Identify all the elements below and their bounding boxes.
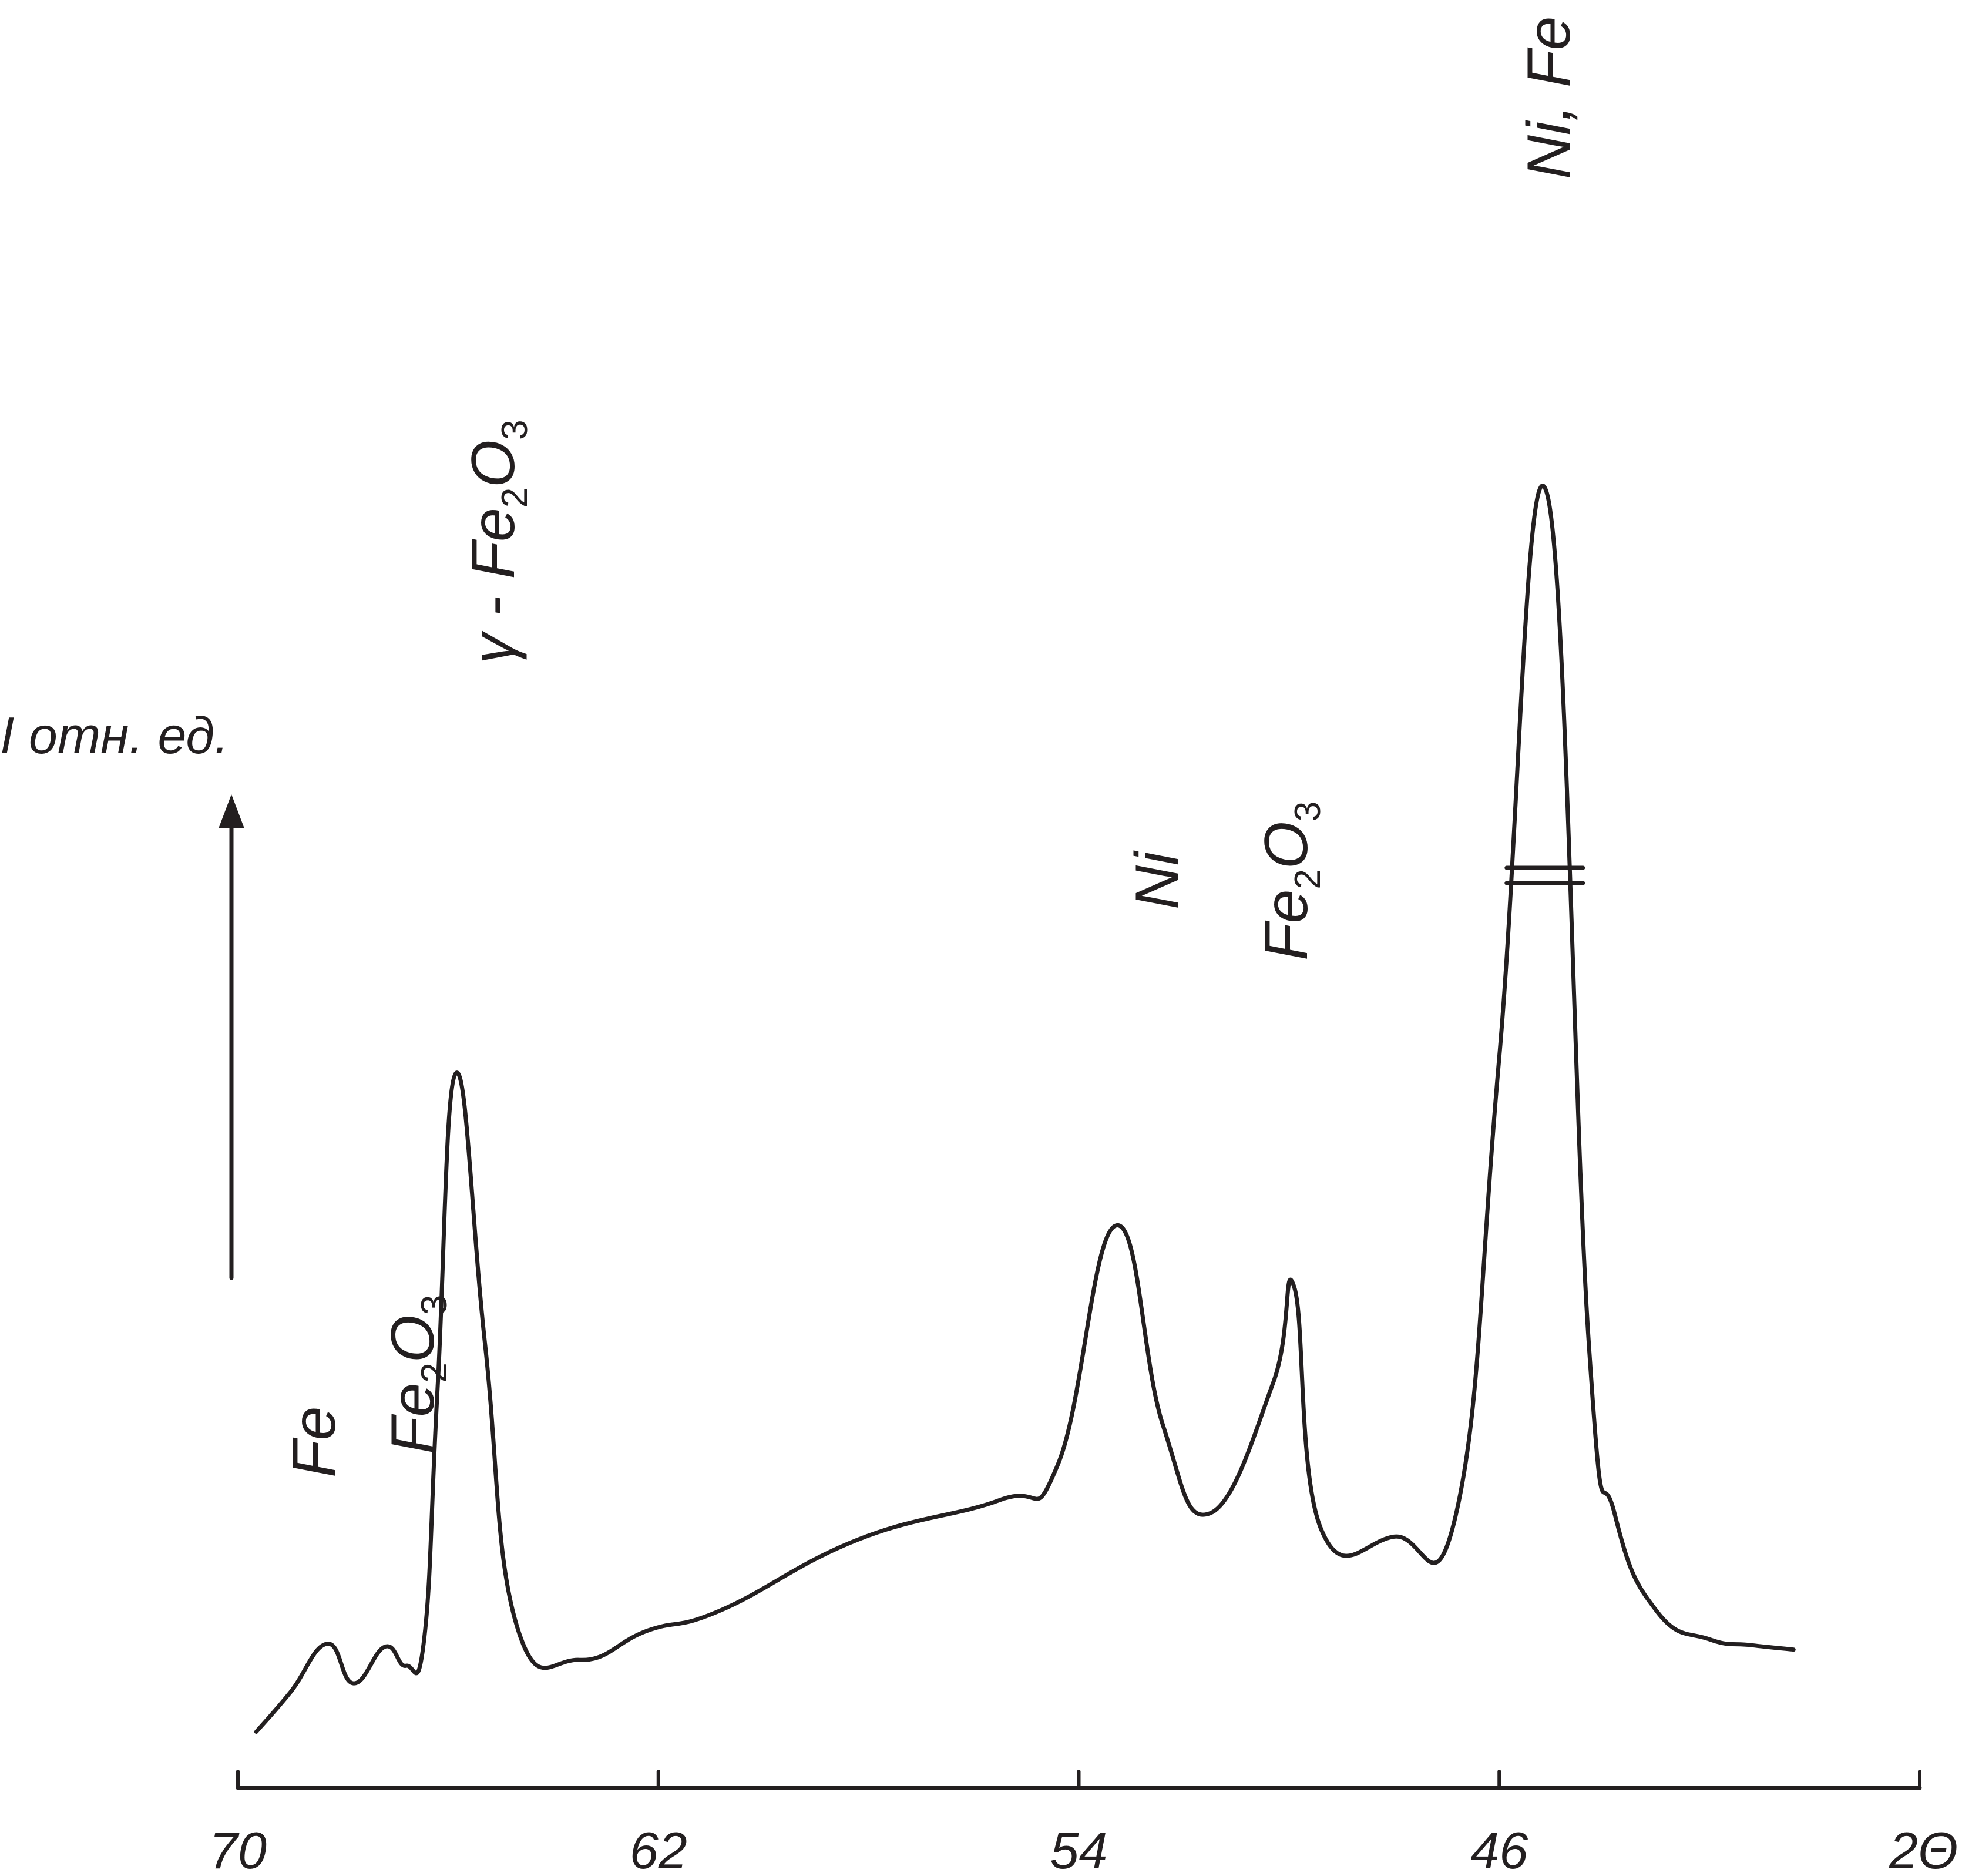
peak-label-text: Fe xyxy=(379,1383,447,1454)
peak-label: Ni, Fe xyxy=(1515,16,1583,179)
peak-label-subscript: 2 xyxy=(414,1362,455,1382)
peak-label-text: Fe xyxy=(280,1407,348,1478)
peak-label-subscript: 2 xyxy=(1288,869,1328,889)
peak-label: γ - Fe2O3 xyxy=(459,420,535,664)
peak-label-text: O xyxy=(459,440,528,488)
x-tick-label: 70 xyxy=(209,1821,267,1876)
peak-label-subscript: 3 xyxy=(1288,801,1328,821)
diffraction-curve xyxy=(254,484,1796,1734)
peak-label-subscript: 3 xyxy=(495,420,535,439)
y-axis-arrow-head xyxy=(219,794,244,828)
peak-label-text: Fe xyxy=(1252,890,1321,961)
x-ticks: 70 62 54 46 xyxy=(209,1770,1528,1876)
peak-label-text: O xyxy=(379,1315,447,1362)
peak-label-text: Ni xyxy=(1123,850,1191,910)
peak-label-text: Fe xyxy=(459,508,528,579)
peak-label: Fe2O3 xyxy=(1252,801,1328,961)
x-tick-label: 46 xyxy=(1470,1821,1528,1876)
axis-break-mark xyxy=(1504,865,1585,885)
peak-label: Fe2O3 xyxy=(379,1295,455,1454)
peak-label: Fe xyxy=(280,1407,348,1478)
peak-label-text: γ - xyxy=(459,579,528,664)
peak-label-subscript: 3 xyxy=(414,1295,455,1315)
y-axis-label: I отн. ед. xyxy=(0,706,229,764)
peak-label-subscript: 2 xyxy=(495,488,535,508)
x-tick-label: 62 xyxy=(630,1821,687,1876)
peak-label-text: O xyxy=(1252,821,1321,869)
x-axis-label: 2Θ xyxy=(1889,1821,1958,1876)
x-tick-label: 54 xyxy=(1050,1821,1108,1876)
peak-label: Ni xyxy=(1123,850,1191,910)
peak-label-text: Ni, Fe xyxy=(1515,16,1583,179)
